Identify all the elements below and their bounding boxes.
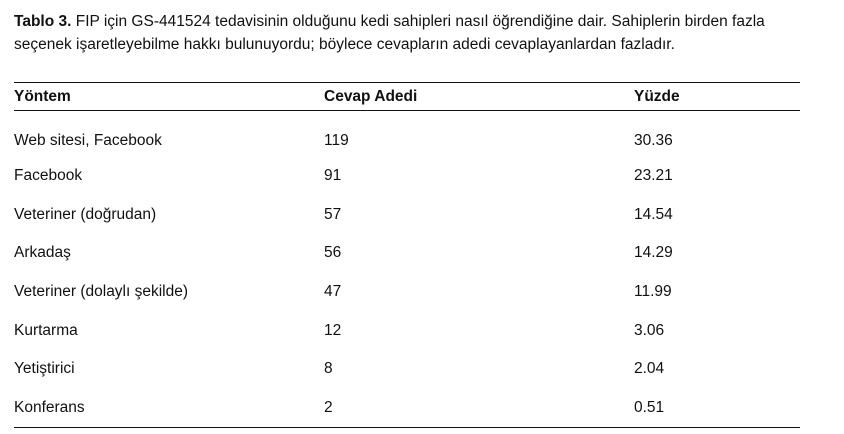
document-page: Tablo 3. FIP için GS-441524 tedavisinin … xyxy=(14,10,802,429)
table-caption-text: FIP için GS-441524 tedavisinin olduğunu … xyxy=(14,13,765,53)
cell-percent: 14.54 xyxy=(634,205,673,223)
table-caption: Tablo 3. FIP için GS-441524 tedavisinin … xyxy=(14,10,802,56)
cell-percent: 2.04 xyxy=(634,360,665,378)
cell-method: Veteriner (dolaylı şekilde) xyxy=(14,283,189,301)
header-count: Cevap Adedi xyxy=(324,82,634,111)
table-row: Veteriner (doğrudan) 57 14.54 xyxy=(14,196,800,235)
header-method: Yöntem xyxy=(14,82,324,111)
cell-method: Arkadaş xyxy=(14,244,71,262)
cell-count: 56 xyxy=(324,244,342,262)
cell-method: Yetiştirici xyxy=(14,360,75,378)
header-percent: Yüzde xyxy=(634,82,800,111)
cell-method: Facebook xyxy=(14,167,83,185)
cell-count: 47 xyxy=(324,283,342,301)
cell-percent: 11.99 xyxy=(634,283,672,301)
table-row: Web sitesi, Facebook 119 30.36 xyxy=(14,111,800,158)
cell-count: 12 xyxy=(324,321,342,339)
cell-count: 57 xyxy=(324,205,342,223)
cell-count: 8 xyxy=(324,360,333,378)
table-row: Facebook 91 23.21 xyxy=(14,157,800,196)
cell-percent: 14.29 xyxy=(634,244,673,262)
table-row: Yetiştirici 8 2.04 xyxy=(14,350,800,389)
cell-method: Kurtarma xyxy=(14,321,78,339)
table-caption-label: Tablo 3. xyxy=(14,13,72,30)
table-header-row: Yöntem Cevap Adedi Yüzde xyxy=(14,82,800,111)
table-row: Arkadaş 56 14.29 xyxy=(14,234,800,273)
cell-count: 91 xyxy=(324,167,342,185)
table-row: Konferans 2 0.51 xyxy=(14,388,800,429)
cell-percent: 3.06 xyxy=(634,321,665,339)
cell-method: Veteriner (doğrudan) xyxy=(14,205,157,223)
table-row: Veteriner (dolaylı şekilde) 47 11.99 xyxy=(14,273,800,312)
cell-percent: 23.21 xyxy=(634,167,673,185)
results-table: Yöntem Cevap Adedi Yüzde Web sitesi, Fac… xyxy=(14,82,800,429)
cell-percent: 30.36 xyxy=(634,132,673,149)
cell-method: Web sitesi, Facebook xyxy=(14,132,162,149)
cell-method: Konferans xyxy=(14,388,324,429)
cell-count: 2 xyxy=(324,388,634,429)
table-row: Kurtarma 12 3.06 xyxy=(14,311,800,350)
cell-percent: 0.51 xyxy=(634,388,800,429)
cell-count: 119 xyxy=(324,132,349,149)
